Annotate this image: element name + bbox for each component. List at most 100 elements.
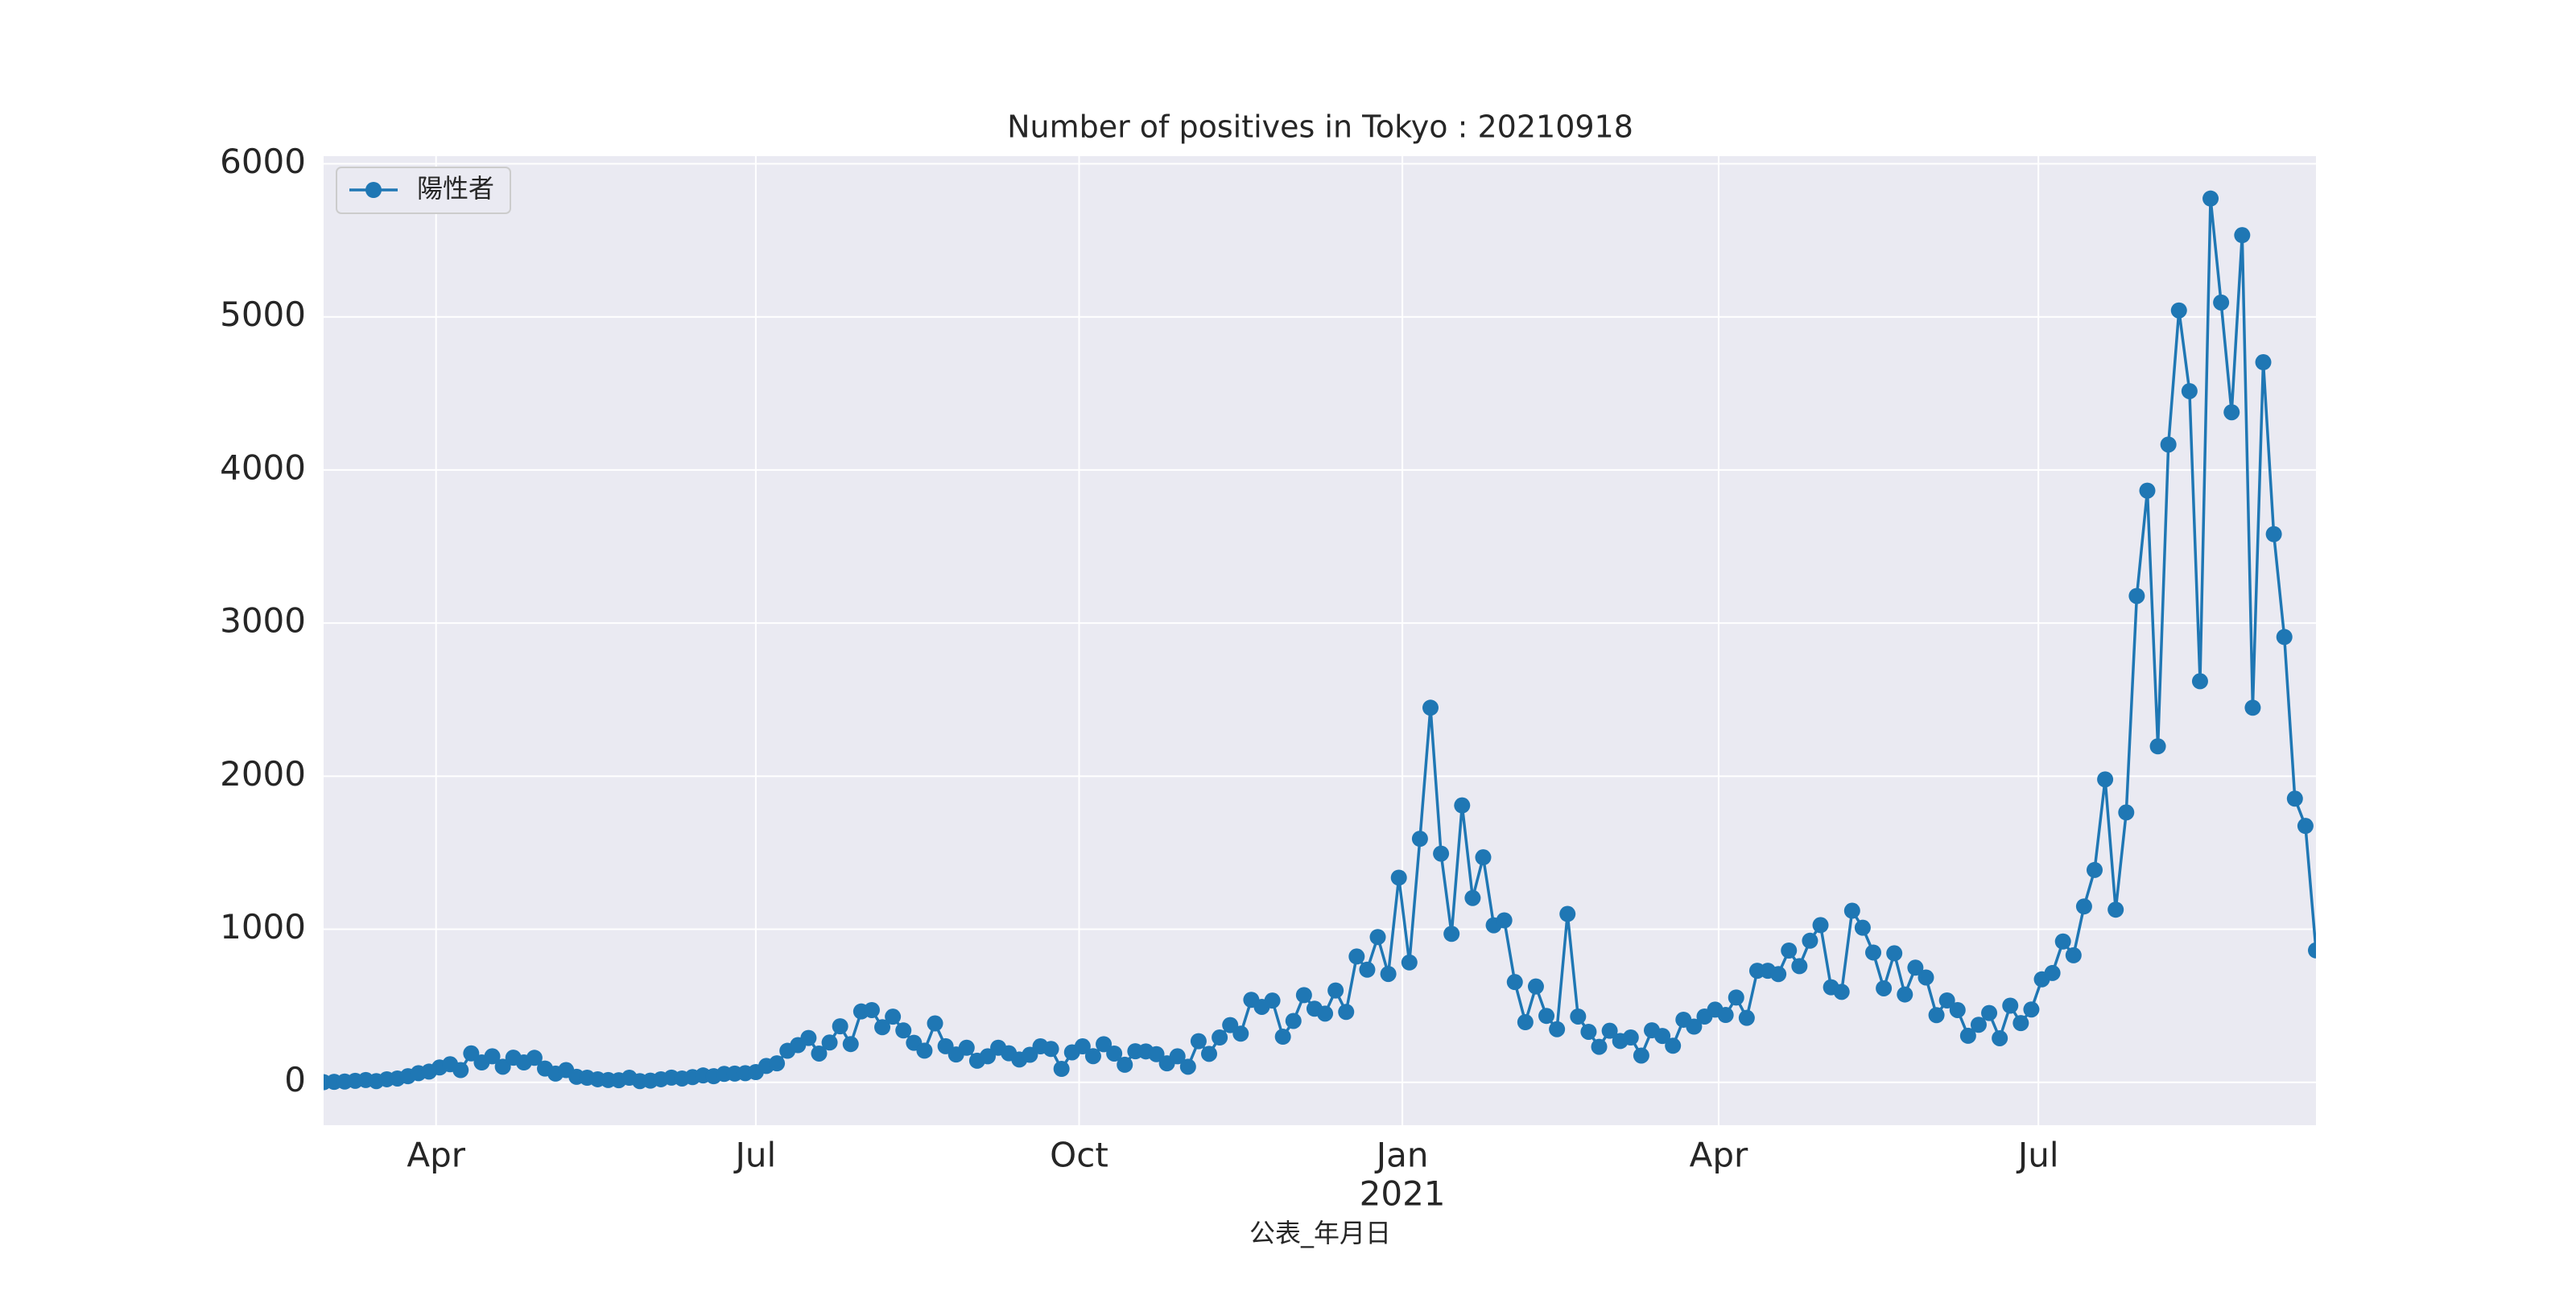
data-point: [1981, 1004, 1998, 1021]
data-point: [927, 1015, 943, 1032]
data-point: [1106, 1045, 1123, 1062]
x-tick-label: 2021: [1360, 1174, 1446, 1214]
data-point: [463, 1045, 480, 1062]
data-point: [1876, 980, 1893, 996]
data-point: [2128, 588, 2145, 604]
data-point: [2308, 942, 2316, 959]
data-point: [484, 1048, 501, 1065]
data-point: [1295, 987, 1312, 1004]
y-tick-label: 4000: [220, 448, 306, 487]
data-point: [1970, 1017, 1987, 1033]
y-tick-label: 6000: [220, 142, 306, 181]
data-point: [1654, 1028, 1671, 1045]
x-tick-label: Jan: [1374, 1136, 1429, 1175]
data-point: [2097, 771, 2114, 788]
data-point: [1907, 959, 1924, 976]
data-point: [1380, 966, 1397, 983]
data-point: [2118, 804, 2135, 821]
data-point: [1348, 948, 1365, 965]
y-tick-label: 1000: [220, 907, 306, 947]
data-point: [1053, 1061, 1070, 1078]
data-point: [1791, 958, 1808, 975]
data-point: [2087, 861, 2103, 878]
legend-marker: [365, 182, 382, 198]
x-tick-label: Apr: [1690, 1136, 1748, 1175]
data-point: [1496, 912, 1513, 929]
data-point: [1580, 1023, 1597, 1040]
data-point: [821, 1034, 838, 1051]
legend-label: 陽性者: [417, 173, 494, 204]
data-point: [2223, 404, 2240, 421]
data-point: [2139, 482, 2156, 499]
data-point: [1897, 986, 1913, 1003]
data-point: [2044, 964, 2061, 981]
data-point: [1812, 917, 1829, 934]
data-point: [1148, 1046, 1165, 1062]
data-point: [1212, 1029, 1228, 1046]
data-point: [1433, 845, 1450, 862]
data-point: [1443, 926, 1460, 942]
data-point: [2023, 1001, 2040, 1018]
data-point: [1591, 1038, 1608, 1055]
data-point: [1264, 992, 1281, 1009]
y-tick-label: 0: [284, 1060, 306, 1099]
data-point: [769, 1055, 786, 1072]
y-tick-label: 5000: [220, 295, 306, 334]
data-point: [1570, 1008, 1587, 1025]
data-point: [1717, 1007, 1734, 1024]
data-point: [874, 1019, 891, 1036]
data-point: [2297, 818, 2314, 835]
data-point: [1317, 1005, 1334, 1022]
data-point: [1738, 1009, 1755, 1026]
data-point: [1401, 954, 1418, 971]
data-point: [1728, 989, 1744, 1006]
data-point: [1285, 1013, 1302, 1029]
data-point: [800, 1029, 817, 1046]
data-point: [1169, 1048, 1186, 1065]
data-point: [1665, 1037, 1682, 1054]
legend-box: [336, 167, 511, 214]
data-point: [1369, 929, 1386, 946]
data-point: [1390, 869, 1407, 886]
data-point: [1327, 982, 1344, 999]
chart-title: Number of positives in Tokyo : 20210918: [1007, 109, 1633, 145]
data-point: [1538, 1008, 1555, 1025]
data-point: [1959, 1027, 1976, 1044]
data-point: [2286, 790, 2303, 807]
data-point: [1232, 1025, 1249, 1042]
x-tick-label: Jul: [733, 1136, 777, 1175]
data-point: [526, 1050, 543, 1066]
data-point: [1918, 969, 1934, 986]
data-point: [1042, 1041, 1059, 1058]
data-point: [1633, 1047, 1649, 1064]
data-point: [1422, 699, 1439, 716]
data-point: [832, 1018, 848, 1035]
data-point: [1074, 1038, 1091, 1055]
data-point: [2013, 1015, 2029, 1032]
data-point: [1527, 978, 1544, 995]
data-point: [1854, 919, 1871, 936]
data-point: [494, 1058, 511, 1075]
data-point: [1201, 1046, 1217, 1062]
x-tick-label: Jul: [2016, 1136, 2059, 1175]
x-axis-label: 公表_年月日: [1249, 1218, 1391, 1248]
data-point: [1559, 905, 1576, 922]
data-point: [1992, 1029, 2008, 1046]
data-point: [2160, 436, 2177, 453]
data-point: [1096, 1036, 1113, 1053]
data-point: [885, 1008, 902, 1025]
data-point: [916, 1042, 933, 1059]
data-point: [2065, 947, 2082, 963]
data-point: [1338, 1004, 1355, 1021]
data-point: [1622, 1029, 1639, 1046]
data-point: [1781, 942, 1798, 959]
data-point: [1359, 961, 1376, 978]
y-tick-label: 3000: [220, 601, 306, 641]
data-point: [1475, 849, 1492, 866]
data-point: [2244, 699, 2261, 716]
data-point: [811, 1045, 828, 1062]
data-point: [2002, 997, 2019, 1014]
data-point: [895, 1022, 912, 1039]
data-point: [1770, 966, 1787, 983]
data-point: [2213, 294, 2230, 311]
